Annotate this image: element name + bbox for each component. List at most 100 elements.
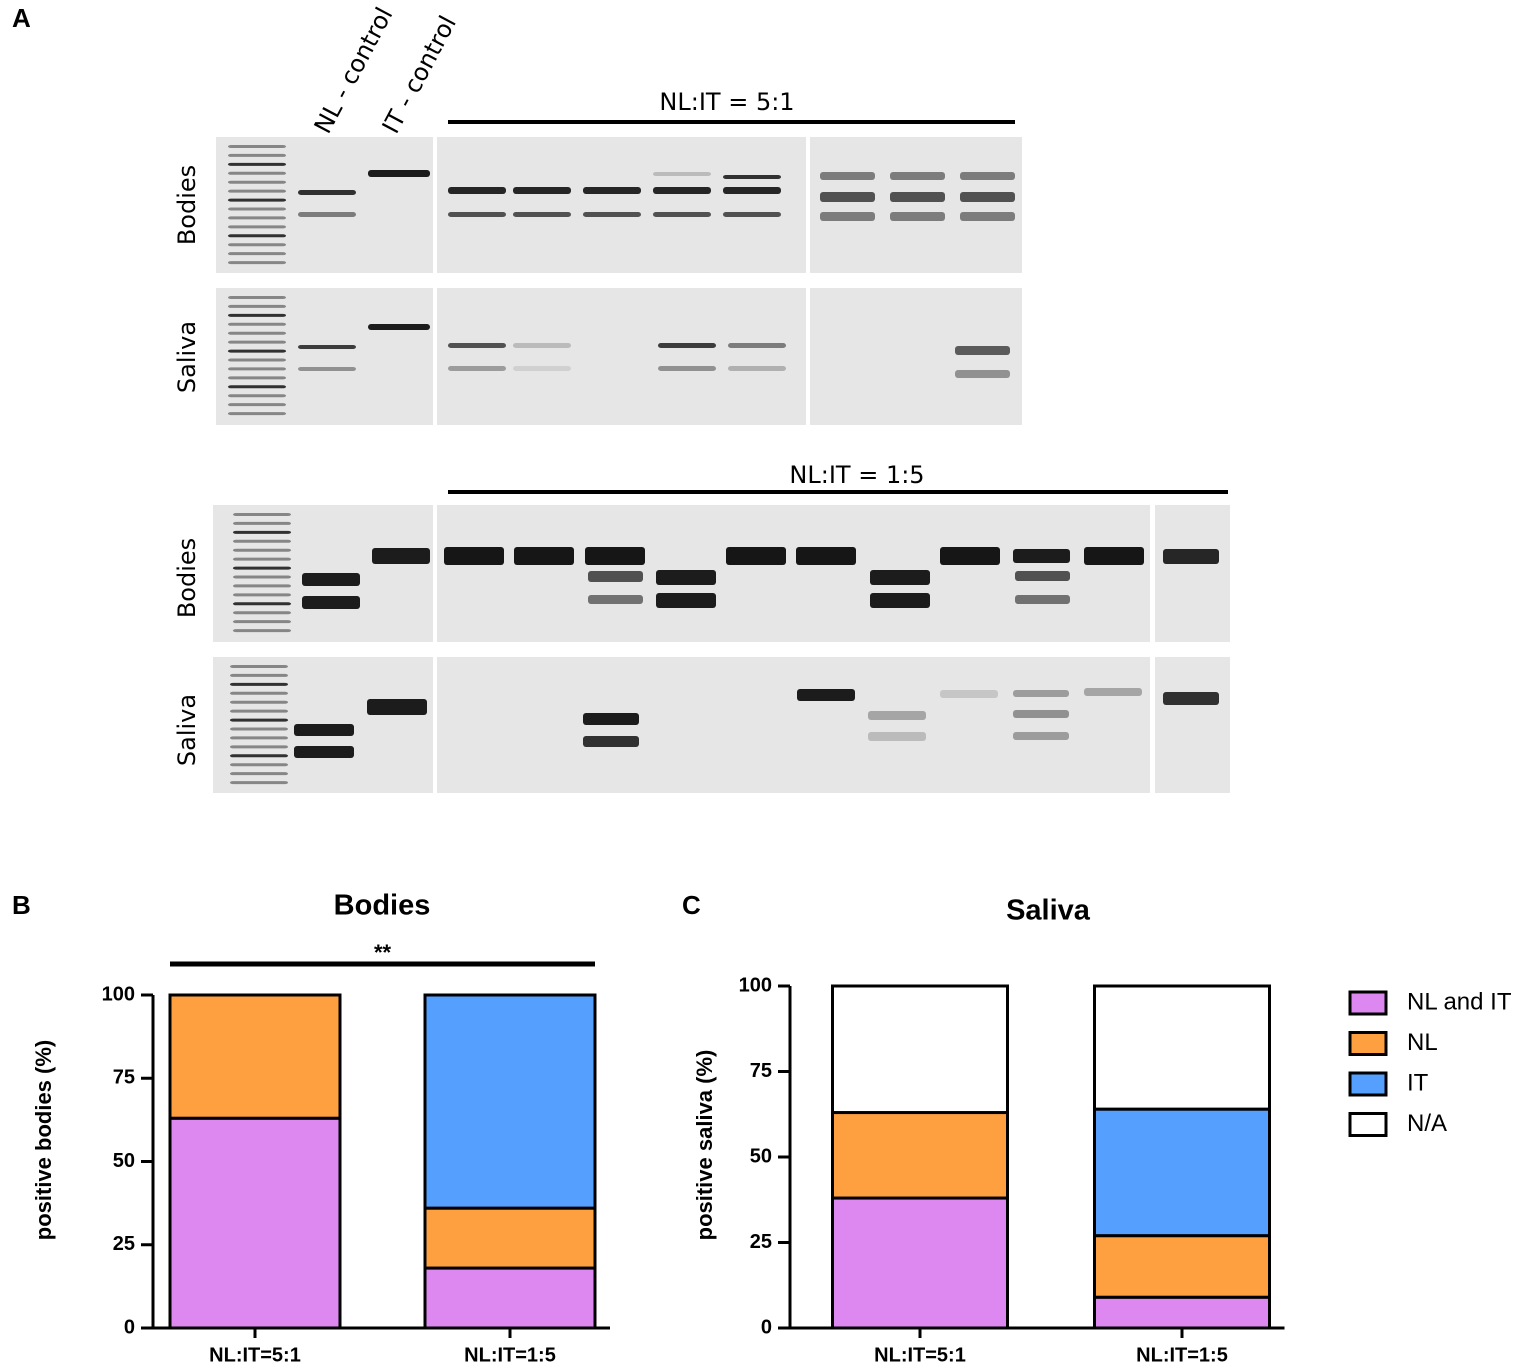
gel-panel (216, 137, 433, 273)
gel-band (228, 349, 286, 353)
gel-band (728, 343, 786, 348)
gel-band (228, 207, 286, 211)
gel-band (230, 673, 288, 677)
gel-band (228, 189, 286, 193)
gel-panel (437, 657, 1150, 793)
gel-panel (437, 288, 806, 425)
gel-band (298, 212, 356, 217)
gel-band (960, 192, 1015, 202)
gel-band (653, 212, 711, 217)
gel-band (955, 370, 1010, 378)
gel-band (656, 570, 716, 585)
x-tick-label: NL:IT=1:5 (1136, 1344, 1228, 1366)
gel-band (233, 557, 291, 561)
gel-band (233, 620, 291, 624)
x-tick-label: NL:IT=5:1 (209, 1344, 301, 1366)
gel-band (585, 547, 645, 565)
gel-band (820, 212, 875, 221)
bar-segment (1093, 1234, 1271, 1299)
y-tick-label: 75 (113, 1067, 135, 1089)
y-axis-label: positive bodies (%) (31, 1040, 56, 1240)
gel-band (653, 172, 711, 176)
gel-band (230, 691, 288, 695)
gel-band (1084, 547, 1144, 565)
gel-band (588, 595, 643, 604)
row-label: Bodies (173, 165, 201, 245)
gel-band (233, 530, 291, 534)
bar-segment (831, 984, 1009, 1115)
legend-swatch (1348, 990, 1388, 1016)
gel-band (298, 345, 356, 349)
y-axis-label: positive saliva (%) (692, 1050, 717, 1241)
gel-band (513, 366, 571, 371)
gel-band (228, 313, 286, 317)
gel-band (513, 187, 571, 194)
gel-band (1163, 549, 1219, 564)
gel-band (448, 187, 506, 194)
gel-band (230, 736, 288, 740)
gel-band (940, 547, 1000, 565)
gel-band (230, 718, 288, 722)
bar-segment (423, 1266, 597, 1330)
gel-panel (810, 137, 1022, 273)
gel-band (298, 367, 356, 371)
bar-segment (1093, 1107, 1271, 1238)
gel-band (448, 343, 506, 348)
y-tick-label: 50 (113, 1150, 135, 1172)
gel-band (1015, 595, 1070, 604)
legend-label: NL (1407, 1029, 1438, 1056)
gel-band (723, 175, 781, 179)
gel-band (1163, 692, 1219, 705)
gel-band (233, 566, 291, 570)
gel-band (228, 296, 286, 299)
gel-band (228, 304, 286, 308)
legend-label: NL and IT (1407, 988, 1512, 1015)
bar-segment (831, 1196, 1009, 1330)
y-tick-label: 100 (739, 974, 772, 996)
gel-band (797, 689, 855, 701)
gel-band (230, 754, 288, 758)
gel-band (890, 212, 945, 221)
gel-band (228, 261, 286, 265)
x-tick-label: NL:IT=5:1 (874, 1344, 966, 1366)
gel-band (955, 346, 1010, 355)
row-label: Saliva (173, 694, 201, 766)
y-tick-label: 75 (750, 1060, 772, 1082)
gel-band (230, 709, 288, 713)
gel-band (890, 192, 945, 202)
gel-band (583, 212, 641, 217)
gel-band (228, 252, 286, 256)
gel-band (298, 190, 356, 195)
gel-band (820, 172, 875, 180)
gel-band (1013, 549, 1070, 563)
gel-band (233, 584, 291, 588)
ratio-label: NL:IT = 1:5 (789, 461, 924, 489)
gel-panel (810, 288, 1022, 425)
gel-band (868, 732, 926, 741)
gel-band (656, 593, 716, 608)
gel-band (230, 665, 288, 668)
gel-band (868, 711, 926, 720)
gel-band (233, 593, 291, 597)
gel-band (723, 212, 781, 217)
gel-band (228, 145, 286, 148)
gel-band (228, 234, 286, 238)
gel-band (513, 212, 571, 217)
gel-band (228, 376, 286, 380)
gel-band (228, 385, 286, 389)
bar-segment (423, 993, 597, 1210)
gel-band (796, 547, 856, 565)
gel-panel (1155, 505, 1230, 642)
gel-band (1015, 571, 1070, 581)
y-tick-label: 50 (750, 1145, 772, 1167)
gel-band (367, 699, 427, 715)
gel-band (960, 172, 1015, 180)
panel-label: C (682, 890, 701, 920)
gel-band (228, 216, 286, 220)
gel-band (588, 571, 643, 582)
row-label: Bodies (173, 538, 201, 618)
gel-band (960, 212, 1015, 221)
gel-band (372, 548, 430, 564)
gel-images (213, 137, 1230, 793)
legend-label: IT (1407, 1069, 1429, 1096)
